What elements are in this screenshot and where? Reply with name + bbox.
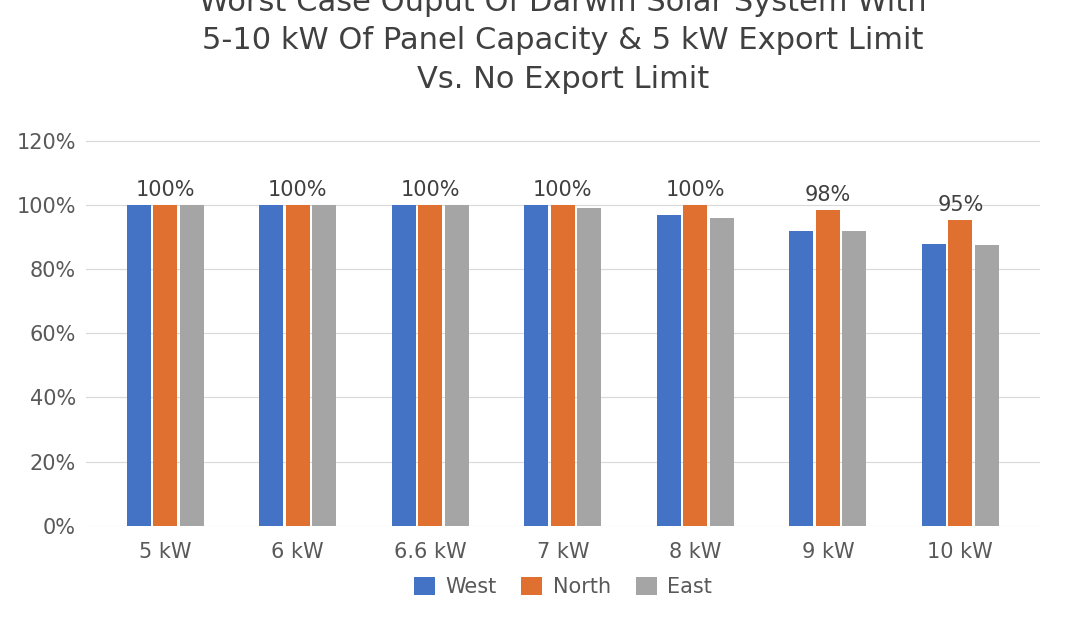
Text: 100%: 100% xyxy=(401,180,460,201)
Text: 95%: 95% xyxy=(937,195,983,215)
Text: 100%: 100% xyxy=(533,180,593,201)
Bar xyxy=(657,215,681,526)
Text: 98%: 98% xyxy=(805,185,851,205)
Bar xyxy=(710,218,733,526)
Text: 100%: 100% xyxy=(666,180,725,201)
Text: 100%: 100% xyxy=(135,180,195,201)
Bar xyxy=(259,205,283,526)
Bar xyxy=(286,205,310,526)
Bar xyxy=(683,205,708,526)
Bar xyxy=(392,205,416,526)
Bar xyxy=(180,205,204,526)
Title: Worst Case Ouput Of Darwin Solar System With
5-10 kW Of Panel Capacity & 5 kW Ex: Worst Case Ouput Of Darwin Solar System … xyxy=(199,0,926,94)
Bar xyxy=(445,205,468,526)
Bar xyxy=(949,219,972,526)
Bar xyxy=(126,205,151,526)
Bar xyxy=(578,208,601,526)
Bar xyxy=(974,245,999,526)
Bar xyxy=(551,205,575,526)
Bar xyxy=(843,231,866,526)
Bar xyxy=(312,205,337,526)
Bar xyxy=(922,244,946,526)
Legend: West, North, East: West, North, East xyxy=(405,569,720,606)
Bar xyxy=(524,205,548,526)
Bar xyxy=(789,231,814,526)
Text: 100%: 100% xyxy=(268,180,328,201)
Bar xyxy=(153,205,177,526)
Bar xyxy=(418,205,443,526)
Bar xyxy=(816,210,839,526)
